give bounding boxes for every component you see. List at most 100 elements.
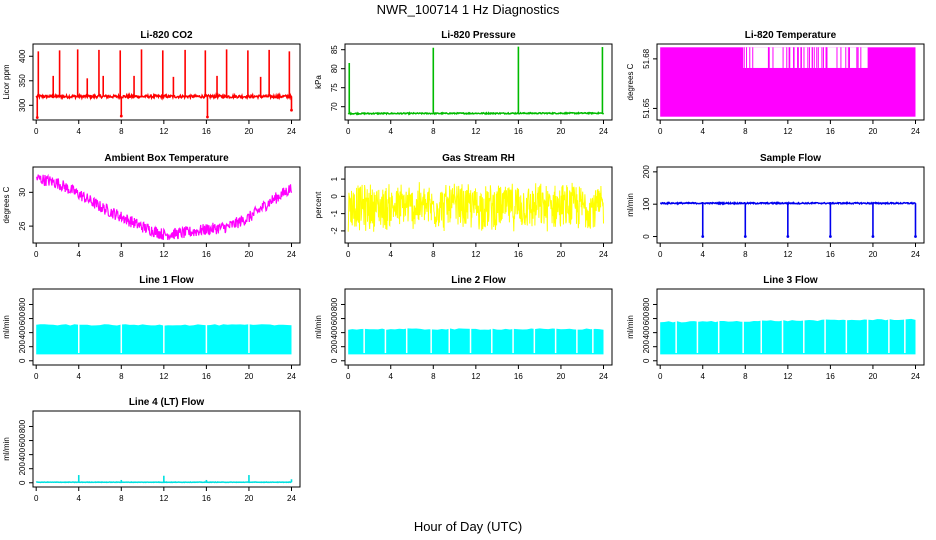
dip-point bbox=[35, 116, 39, 119]
x-tick-label: 16 bbox=[202, 494, 211, 503]
x-tick-label: 24 bbox=[911, 127, 920, 136]
panel-title: Sample Flow bbox=[760, 153, 821, 164]
series-group bbox=[659, 200, 917, 238]
x-tick-label: 12 bbox=[471, 250, 480, 259]
plot-frame bbox=[32, 43, 301, 121]
x-tick-label: 24 bbox=[599, 372, 608, 381]
baseline-series bbox=[659, 200, 917, 206]
x-tick-label: 8 bbox=[431, 372, 436, 381]
x-tick-label: 12 bbox=[159, 494, 168, 503]
y-tick-label: 75 bbox=[330, 83, 339, 92]
panel-0: Li-820 CO2 Licor ppm 0 4 8 12 16 20 24 300 350 400 bbox=[2, 30, 301, 136]
series-group bbox=[347, 46, 605, 116]
x-tick-label: 4 bbox=[389, 372, 394, 381]
y-tick-label: 600 bbox=[330, 311, 339, 325]
y-tick-label: 51.65 bbox=[642, 98, 651, 119]
y-tick-label: 51.68 bbox=[642, 48, 651, 69]
x-tick-label: 0 bbox=[34, 250, 39, 259]
y-tick-label: 400 bbox=[18, 447, 27, 461]
temperature-gap bbox=[743, 47, 868, 68]
dip-point bbox=[743, 235, 747, 238]
x-tick-label: 16 bbox=[202, 372, 211, 381]
x-tick-label: 24 bbox=[287, 250, 296, 259]
x-tick-label: 20 bbox=[556, 250, 565, 259]
x-tick-label: 24 bbox=[911, 372, 920, 381]
panel-title: Line 4 (LT) Flow bbox=[129, 397, 205, 408]
y-axis-label: percent bbox=[314, 191, 323, 218]
y-axis-label: ml/min bbox=[2, 437, 11, 461]
dip-point bbox=[119, 114, 123, 118]
series-group bbox=[35, 475, 293, 484]
series-group bbox=[36, 173, 293, 241]
figure-title: NWR_100714 1 Hz Diagnostics bbox=[377, 2, 560, 17]
x-tick-label: 12 bbox=[159, 372, 168, 381]
flow-band bbox=[660, 318, 916, 355]
panel-title: Line 1 Flow bbox=[139, 275, 194, 286]
y-tick-label: 350 bbox=[18, 74, 27, 88]
dip-point bbox=[701, 235, 705, 238]
x-tick-label: 4 bbox=[701, 127, 706, 136]
panel-5: Sample Flow ml/min 0 4 8 12 16 20 24 0 100 200 bbox=[626, 153, 925, 259]
x-tick-label: 0 bbox=[346, 250, 351, 259]
x-tick-label: 4 bbox=[701, 250, 706, 259]
series-group bbox=[347, 182, 604, 232]
panel-7: Line 2 Flow ml/min 0 4 8 12 16 20 24 0 20040060080… bbox=[314, 275, 613, 381]
y-axis-label: Licor ppm bbox=[2, 64, 11, 99]
x-tick-label: 24 bbox=[287, 372, 296, 381]
x-tick-label: 8 bbox=[119, 372, 124, 381]
panel-4: Gas Stream RH percent 0 4 8 12 16 20 24 -2 -1 0 1 bbox=[314, 153, 613, 259]
y-tick-label: 200 bbox=[330, 339, 339, 353]
dip-point bbox=[206, 115, 209, 119]
y-tick-label: 200 bbox=[642, 339, 651, 353]
y-tick-label: 800 bbox=[642, 297, 651, 311]
panel-9: Line 4 (LT) Flow ml/min 0 4 8 12 16 20 24 0 200400… bbox=[2, 397, 301, 503]
y-tick-label: 1 bbox=[330, 176, 339, 181]
panel-title: Li-820 Pressure bbox=[441, 30, 516, 41]
ambient-temperature-series bbox=[36, 173, 293, 241]
x-tick-label: 12 bbox=[471, 127, 480, 136]
x-tick-label: 24 bbox=[287, 127, 296, 136]
plot-frame bbox=[344, 43, 613, 121]
y-tick-label: 400 bbox=[18, 49, 27, 63]
plot-frame bbox=[32, 288, 301, 366]
plot-frame bbox=[344, 166, 613, 244]
x-tick-label: 4 bbox=[77, 372, 82, 381]
series-group bbox=[348, 326, 604, 355]
y-tick-label: 0 bbox=[642, 358, 651, 363]
y-tick-label: 800 bbox=[18, 419, 27, 433]
y-tick-label: 85 bbox=[330, 45, 339, 54]
flow-band bbox=[348, 328, 604, 355]
y-tick-label: 800 bbox=[330, 297, 339, 311]
plot-frame bbox=[344, 288, 613, 366]
baseline-series bbox=[347, 111, 605, 116]
y-tick-label: 600 bbox=[18, 433, 27, 447]
x-tick-label: 20 bbox=[244, 494, 253, 503]
x-tick-label: 24 bbox=[287, 494, 296, 503]
series-group bbox=[660, 316, 916, 355]
x-tick-label: 8 bbox=[431, 127, 436, 136]
x-tick-label: 20 bbox=[556, 372, 565, 381]
panel-6: Line 1 Flow ml/min 0 4 8 12 16 20 24 0 20040060080… bbox=[2, 275, 301, 381]
x-tick-label: 12 bbox=[471, 372, 480, 381]
x-tick-label: 12 bbox=[783, 372, 792, 381]
dip-point bbox=[290, 108, 293, 112]
x-tick-label: 24 bbox=[599, 250, 608, 259]
plot-frame bbox=[656, 288, 925, 366]
y-tick-label: 100 bbox=[642, 197, 651, 211]
x-tick-label: 24 bbox=[599, 127, 608, 136]
y-axis-label: ml/min bbox=[314, 315, 323, 339]
y-tick-label: 0 bbox=[330, 358, 339, 363]
dip-point bbox=[828, 235, 832, 238]
y-tick-label: 400 bbox=[18, 325, 27, 339]
x-tick-label: 16 bbox=[514, 127, 523, 136]
panel-3: Ambient Box Temperature degrees C 0 4 8 12 16 2… bbox=[2, 153, 301, 259]
panel-title: Line 3 Flow bbox=[763, 275, 818, 286]
x-tick-label: 12 bbox=[783, 127, 792, 136]
y-tick-label: 0 bbox=[642, 234, 651, 239]
panel-1: Li-820 Pressure kPa 0 4 8 12 16 20 24 70 75 80 85 bbox=[314, 30, 613, 136]
x-tick-label: 12 bbox=[159, 250, 168, 259]
y-tick-label: 400 bbox=[330, 325, 339, 339]
panel-title: Gas Stream RH bbox=[442, 153, 515, 164]
y-tick-label: 600 bbox=[18, 311, 27, 325]
